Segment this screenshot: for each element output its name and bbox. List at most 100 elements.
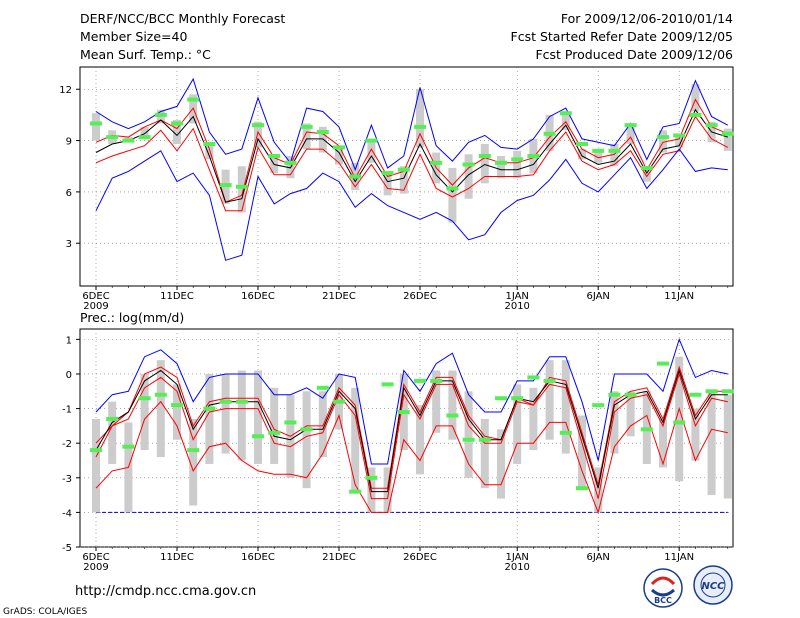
climatology-marker — [527, 375, 540, 380]
x-year-label: 2010 — [504, 301, 529, 312]
climatology-marker — [608, 392, 621, 397]
spread-box — [691, 84, 700, 112]
climatology-marker — [219, 183, 232, 188]
climatology-marker — [154, 112, 167, 117]
spread-box — [513, 384, 522, 464]
spread-box — [626, 123, 635, 144]
spread-box — [578, 415, 586, 489]
climatology-marker — [511, 157, 524, 162]
spread-box — [92, 418, 100, 513]
climatology-marker — [203, 406, 216, 411]
spread-box — [416, 405, 424, 475]
spread-box — [659, 130, 667, 153]
spread-box — [318, 391, 327, 458]
climatology-marker — [640, 165, 653, 170]
climatology-marker — [624, 123, 637, 128]
climatology-marker — [689, 112, 702, 117]
series-line-ensemble-mean — [95, 368, 728, 493]
y-tick-label: -2 — [62, 439, 72, 450]
climatology-marker — [90, 121, 102, 126]
climatology-marker — [90, 448, 102, 453]
climatology-marker — [349, 489, 362, 494]
climatology-marker — [608, 148, 621, 153]
series-line-upper-band — [95, 365, 728, 489]
climatology-marker — [122, 444, 135, 449]
spread-box — [464, 391, 473, 478]
climatology-marker — [316, 130, 329, 135]
climatology-marker — [333, 145, 345, 150]
climatology-marker — [381, 382, 394, 387]
x-tick-label: 21DEC — [322, 552, 356, 563]
spread-box — [318, 126, 327, 153]
climatology-marker — [705, 389, 718, 394]
produced-date: Fcst Produced Date 2009/12/06 — [535, 47, 733, 62]
climatology-marker — [171, 403, 183, 408]
climatology-marker — [187, 448, 200, 453]
x-tick-label: 21DEC — [322, 291, 356, 302]
climatology-marker — [252, 123, 264, 128]
climatology-marker — [300, 124, 313, 129]
spread-box — [642, 167, 651, 182]
spread-box — [367, 138, 376, 163]
spread-box — [529, 387, 538, 451]
spread-box — [189, 418, 198, 506]
spread-box — [626, 391, 635, 437]
climatology-marker — [365, 138, 378, 143]
climatology-marker — [527, 153, 540, 158]
climatology-marker — [478, 437, 491, 442]
series-line-ensemble-max — [95, 77, 729, 172]
prec-panel: 6DEC 11DEC 16DEC 21DEC 26DEC 1JAN 6JAN 11JAN 200… — [62, 329, 734, 573]
x-year-label: 2009 — [83, 562, 108, 573]
series-line-ensemble-max — [95, 337, 728, 465]
climatology-marker — [689, 392, 702, 397]
spread-box — [205, 373, 214, 464]
spread-box — [140, 126, 149, 138]
spread-box — [351, 387, 360, 492]
x-tick-label: 11DEC — [160, 291, 194, 302]
climatology-marker — [106, 416, 119, 421]
spread-box — [108, 401, 117, 464]
climatology-marker — [122, 138, 135, 143]
climatology-marker — [252, 434, 264, 439]
climatology-marker — [203, 141, 216, 146]
y-tick-label: -1 — [62, 405, 72, 416]
variable-label: Mean Surf. Temp.: °C — [80, 47, 211, 62]
x-year-label: 2010 — [504, 562, 529, 573]
x-tick-label: 11JAN — [664, 552, 694, 563]
climatology-marker — [446, 413, 459, 418]
climatology-marker — [495, 396, 507, 401]
climatology-marker — [495, 160, 507, 165]
climatology-marker — [478, 153, 491, 158]
spread-box — [448, 370, 457, 440]
climatology-marker — [268, 153, 281, 158]
climatology-marker — [414, 124, 426, 129]
spread-box — [270, 387, 279, 464]
spread-box — [561, 111, 570, 131]
climatology-marker — [721, 131, 734, 136]
climatology-marker — [543, 131, 556, 136]
x-tick-label: 6JAN — [586, 552, 609, 563]
spread-box — [383, 173, 392, 196]
spread-box — [254, 121, 262, 148]
climatology-marker — [559, 430, 572, 435]
spread-box — [448, 167, 457, 223]
climatology-marker — [106, 135, 119, 140]
spread-box — [578, 149, 586, 160]
climatology-marker — [316, 385, 329, 390]
climatology-marker — [219, 399, 232, 404]
prec-panel-frame — [79, 328, 734, 548]
series-line-lower-band — [95, 115, 729, 212]
prec-panel-title: Prec.: log(mm/d) — [80, 310, 184, 325]
climatology-marker — [576, 486, 588, 491]
climatology-marker — [284, 420, 297, 425]
ncc-logo: NCC — [693, 565, 733, 605]
spread-box — [659, 418, 667, 468]
climatology-marker — [430, 378, 443, 383]
climatology-marker — [624, 392, 637, 397]
climatology-marker — [381, 171, 394, 176]
spread-box — [513, 150, 522, 179]
grads-credit: GrADS: COLA/IGES — [3, 607, 87, 617]
climatology-marker — [171, 121, 183, 126]
x-year-label: 2009 — [83, 301, 108, 312]
